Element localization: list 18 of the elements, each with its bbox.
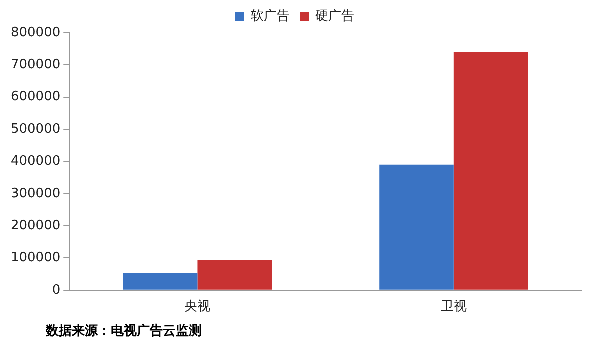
y-tick-label: 200000 [10,218,61,234]
y-tick-label: 600000 [10,90,61,105]
bar [380,164,454,290]
y-tick-label: 400000 [10,154,61,170]
y-tick-label: 0 [52,282,61,298]
bar [454,52,528,290]
bar [198,260,272,290]
y-tick-label: 700000 [10,58,61,73]
x-tick-label: 央视 [184,300,211,315]
legend-label: 软广告 [251,8,290,24]
source-note: 数据来源：电视广告云监测 [46,322,202,340]
bar [123,273,198,290]
y-tick-label: 800000 [10,25,61,40]
y-tick-label: 100000 [10,250,61,266]
y-tick-label: 300000 [10,186,61,202]
y-tick-label: 500000 [10,122,61,137]
x-tick-label: 卫视 [440,300,467,315]
legend-label: 硬广告 [316,8,354,24]
